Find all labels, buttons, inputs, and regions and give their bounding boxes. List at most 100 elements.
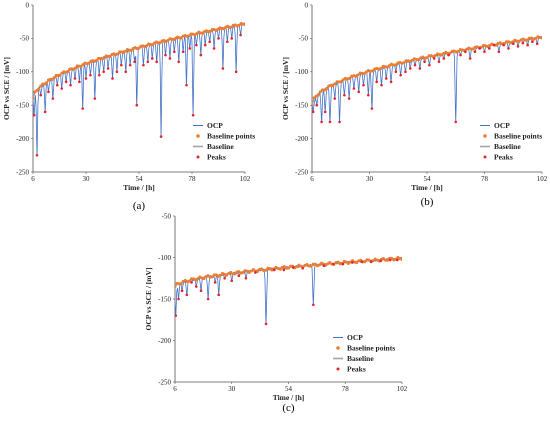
peak-point — [106, 67, 110, 70]
peak-point — [312, 303, 315, 307]
peak-point — [492, 43, 496, 47]
x-tick-label: 102 — [397, 385, 408, 393]
baseline-point — [312, 103, 314, 107]
baseline-point — [237, 270, 241, 274]
peak-point — [459, 53, 462, 57]
legend-swatch-baseline-points — [196, 134, 200, 138]
legend-entry-label: Peaks — [347, 365, 366, 374]
peak-point — [168, 57, 172, 60]
peak-point — [389, 80, 393, 84]
peak-point — [64, 80, 68, 84]
baseline-point — [317, 263, 321, 267]
legend-entry-label: Baseline — [207, 142, 234, 151]
x-tick-label: 6 — [31, 175, 35, 183]
legend-entry-label: Baseline — [494, 142, 521, 151]
peak-point — [234, 70, 238, 74]
peak-point — [347, 97, 351, 100]
x-tick-label: 78 — [189, 175, 197, 183]
peak-point — [146, 60, 150, 64]
peak-point — [516, 45, 520, 48]
baseline-point — [230, 25, 234, 29]
baseline-point — [417, 58, 421, 62]
baseline-point — [309, 264, 313, 268]
peak-point — [69, 83, 72, 87]
x-tick-label: 102 — [240, 175, 251, 183]
x-tick-label: 6 — [173, 385, 177, 393]
peak-point — [133, 60, 136, 64]
legend-swatch-peaks — [196, 155, 200, 159]
baseline-point — [392, 63, 396, 67]
peak-point — [128, 63, 132, 67]
x-tick-label: 78 — [481, 175, 489, 183]
peak-point — [379, 259, 383, 263]
baseline-point — [100, 57, 104, 61]
peak-point — [487, 47, 491, 50]
baseline-point — [448, 51, 452, 55]
peak-point — [531, 40, 534, 44]
peak-point — [357, 90, 361, 94]
baseline-point — [400, 258, 402, 262]
peak-point — [188, 47, 192, 50]
baseline-point — [379, 66, 383, 70]
baseline-point — [44, 81, 48, 85]
peak-point — [51, 97, 55, 100]
peak-point — [333, 97, 337, 100]
peak-point — [447, 53, 450, 57]
y-tick-label: -200 — [158, 337, 171, 345]
plot-area — [312, 35, 542, 124]
peak-point — [60, 87, 64, 90]
baseline-point — [363, 260, 367, 264]
baseline-point — [108, 55, 112, 59]
peak-point — [217, 293, 221, 297]
baseline-point — [225, 273, 229, 277]
y-tick-label: -100 — [158, 254, 171, 262]
y-tick-label: -100 — [295, 68, 308, 76]
peak-point — [203, 43, 207, 47]
peak-point — [195, 43, 198, 47]
baseline-point — [316, 93, 320, 97]
peak-point — [332, 262, 335, 266]
baseline-point — [527, 36, 531, 40]
baseline-point — [517, 40, 521, 44]
peak-point — [454, 120, 458, 124]
baseline-line — [312, 36, 542, 106]
peak-point — [312, 110, 315, 114]
baseline-point — [241, 271, 245, 275]
baseline-point — [386, 258, 390, 262]
peak-point — [367, 93, 370, 97]
baseline-point — [337, 80, 341, 84]
legend-swatch-baseline-points — [336, 346, 340, 350]
panel-label: (c) — [282, 402, 295, 414]
baseline-point — [179, 282, 183, 286]
baseline-point — [471, 47, 475, 51]
peak-point — [315, 103, 319, 107]
peak-point — [120, 63, 123, 67]
y-axis-title: OCP vs SCE / [mV] — [144, 268, 153, 331]
y-tick-label: -50 — [20, 35, 30, 43]
peak-point — [173, 50, 176, 54]
baseline-point — [540, 36, 542, 40]
panel-label: (b) — [421, 196, 434, 208]
baseline-point — [318, 90, 322, 94]
baseline-point — [295, 265, 299, 269]
plot-area — [33, 21, 245, 157]
baseline-point — [208, 29, 212, 33]
peak-point — [394, 70, 398, 74]
peak-point — [237, 274, 241, 278]
peak-point — [185, 293, 189, 297]
baseline-point — [371, 69, 375, 73]
y-tick-label: -100 — [16, 68, 29, 76]
x-tick-label: 102 — [537, 175, 548, 183]
peak-point — [291, 266, 295, 269]
peak-point — [322, 264, 326, 268]
y-tick-label: -200 — [16, 135, 29, 143]
baseline-point — [410, 58, 414, 62]
peak-point — [423, 60, 426, 64]
baseline-point — [196, 277, 200, 281]
baseline-point — [222, 27, 226, 31]
peak-point — [181, 50, 185, 54]
baseline-point — [33, 97, 35, 101]
peak-point — [535, 42, 539, 46]
